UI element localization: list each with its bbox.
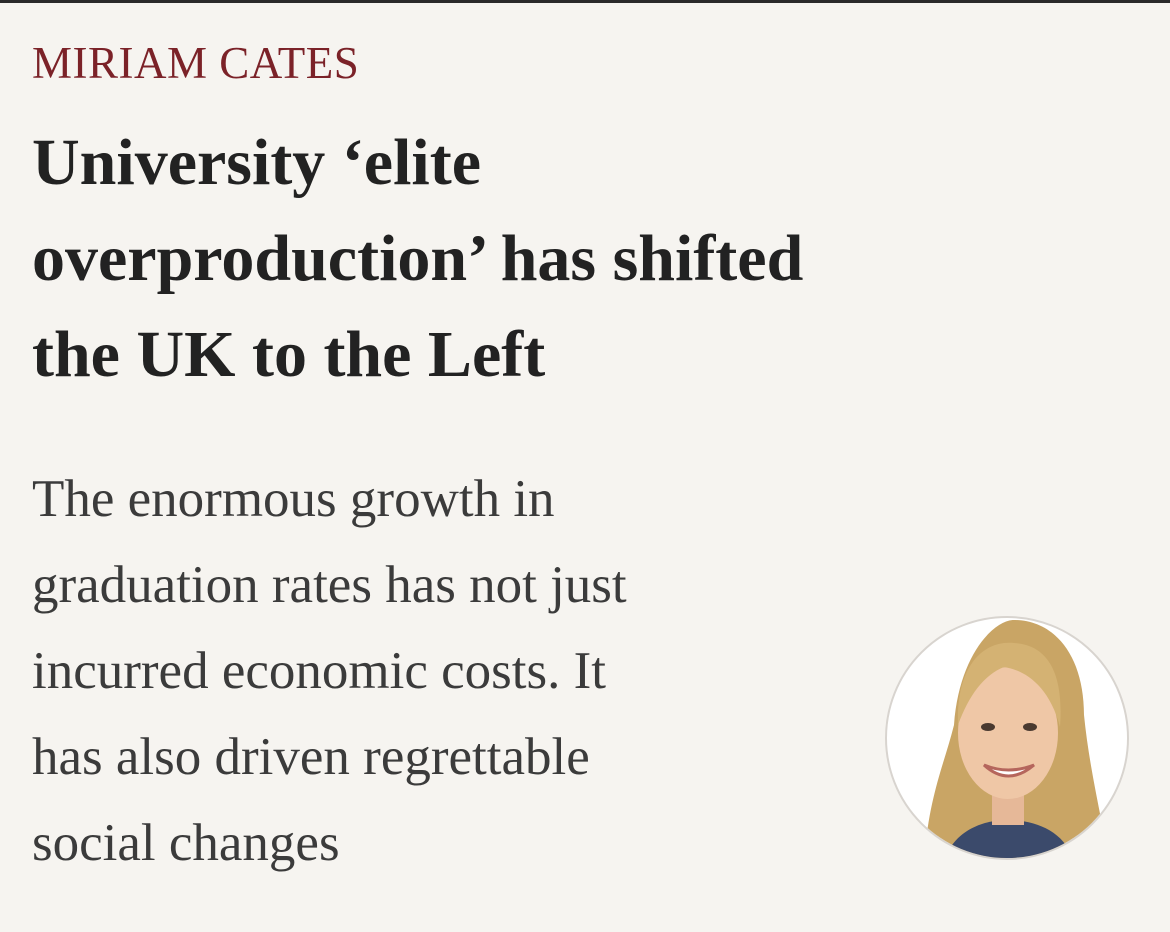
standfirst-line: The enormous growth in — [32, 470, 555, 528]
headline-line: the UK to the Left — [32, 318, 546, 391]
standfirst-line: has also driven regrettable — [32, 728, 590, 786]
standfirst-line: social changes — [32, 814, 340, 872]
author-name[interactable]: MIRIAM CATES — [32, 38, 360, 88]
headline-line: University ‘elite — [32, 126, 482, 199]
standfirst: The enormous growth in graduation rates … — [32, 456, 627, 886]
headline-line: overproduction’ has shifted — [32, 222, 804, 295]
standfirst-line: incurred economic costs. It — [32, 642, 606, 700]
standfirst-line: graduation rates has not just — [32, 556, 627, 614]
author-photo — [885, 616, 1129, 860]
headline[interactable]: University ‘elite overproduction’ has sh… — [32, 115, 803, 403]
